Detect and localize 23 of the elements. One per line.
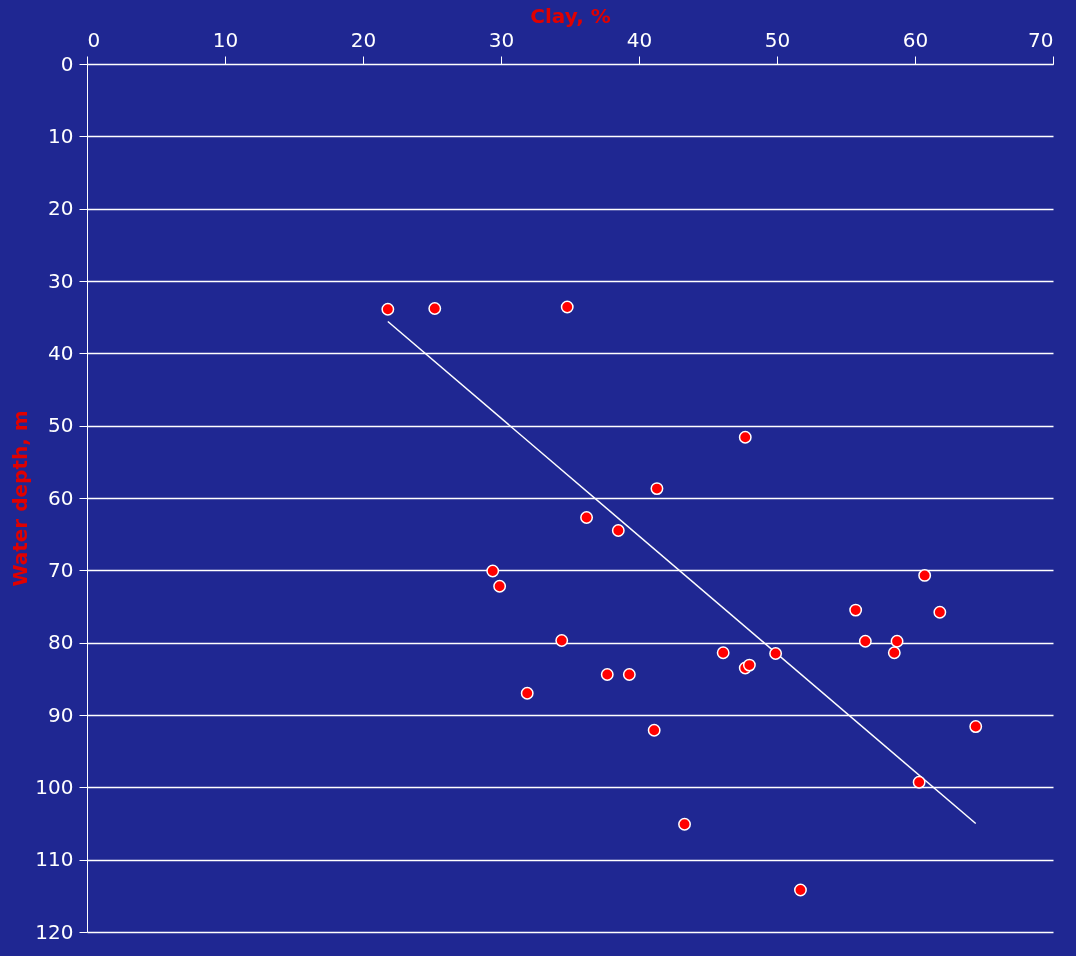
x-tick-label: 70 <box>1028 27 1054 52</box>
y-tick-label: 80 <box>48 630 74 655</box>
x-axis-title: Clay, % <box>530 3 611 28</box>
y-tick-label: 60 <box>48 485 74 510</box>
y-tick-label: 110 <box>35 847 74 872</box>
y-tick-label: 0 <box>60 51 74 76</box>
y-tick-label: 20 <box>48 196 74 221</box>
y-tick-label: 40 <box>48 340 74 365</box>
y-tick-label: 90 <box>48 702 74 727</box>
x-tick-label: 20 <box>350 27 377 52</box>
y-tick-label: 30 <box>48 268 74 293</box>
x-tick-label: 60 <box>902 27 929 52</box>
x-tick-label: 30 <box>488 27 515 52</box>
x-tick-label: 0 <box>87 27 101 52</box>
y-tick-label: 50 <box>48 413 74 438</box>
y-tick-label: 70 <box>48 557 74 582</box>
y-axis-title: Water depth, m <box>8 410 33 587</box>
x-tick-label: 40 <box>626 27 653 52</box>
x-tick-label: 10 <box>212 27 239 52</box>
y-tick-label: 10 <box>48 123 74 148</box>
x-tick-label: 50 <box>764 27 791 52</box>
y-tick-label: 100 <box>35 774 74 799</box>
y-tick-label: 120 <box>35 919 74 944</box>
